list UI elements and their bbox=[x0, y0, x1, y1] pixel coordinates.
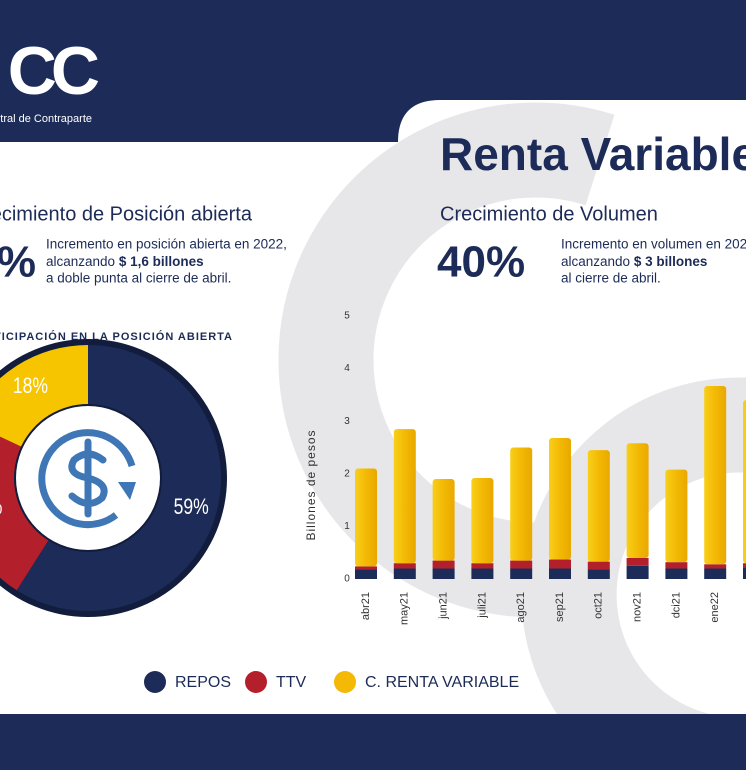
bar-segment bbox=[743, 400, 746, 564]
bar-segment bbox=[626, 443, 649, 558]
bar-segment bbox=[393, 563, 416, 569]
legend: REPOS TTV C. RENTA VARIABLE bbox=[144, 671, 519, 693]
legend-label: TTV bbox=[276, 674, 307, 691]
x-tick-label: dci21 bbox=[670, 592, 682, 618]
slice-label: 59% bbox=[174, 495, 209, 519]
legend-marker bbox=[334, 671, 356, 693]
x-tick-label: abr21 bbox=[360, 592, 372, 620]
bar-segment bbox=[626, 557, 649, 566]
right-desc-3: al cierre de abril. bbox=[561, 271, 661, 286]
bar-segment bbox=[393, 568, 416, 579]
bar-segment bbox=[549, 568, 571, 579]
donut-slice bbox=[0, 436, 49, 591]
bar-segment bbox=[471, 478, 494, 564]
x-tick-label: sep21 bbox=[554, 592, 566, 622]
bar-segment bbox=[587, 561, 610, 570]
bar-segment bbox=[355, 569, 377, 579]
header-band bbox=[0, 0, 746, 142]
left-big-number: % bbox=[0, 238, 36, 287]
legend-label: REPOS bbox=[175, 674, 231, 691]
bar-segment bbox=[704, 564, 727, 569]
x-tick-label: ene22 bbox=[709, 592, 721, 623]
footer-band bbox=[0, 714, 746, 770]
y-tick-label: 4 bbox=[344, 363, 350, 374]
bar-segment bbox=[393, 429, 416, 564]
legend-marker bbox=[245, 671, 267, 693]
x-tick-label: oct21 bbox=[593, 592, 605, 619]
logo: CC bbox=[8, 33, 99, 109]
y-tick-label: 2 bbox=[344, 468, 350, 479]
donut-slice bbox=[0, 345, 88, 447]
bar-segment bbox=[665, 562, 688, 569]
donut-slice bbox=[16, 345, 222, 611]
bar-segment bbox=[471, 568, 494, 579]
x-tick-label: jun21 bbox=[438, 592, 450, 620]
left-desc-1: Incremento en posición abierta en 2022, bbox=[46, 237, 287, 252]
left-desc-2: alcanzando $ 1,6 billones bbox=[46, 254, 204, 269]
bar-segment bbox=[704, 385, 727, 565]
bar-segment bbox=[510, 447, 533, 561]
bar-segment bbox=[471, 563, 494, 569]
x-tick-label: ago21 bbox=[515, 592, 527, 623]
right-desc-2: alcanzando $ 3 billones bbox=[561, 254, 707, 269]
bar-segment bbox=[432, 568, 455, 579]
page-title: Renta Variable bbox=[440, 128, 746, 180]
bar-segment bbox=[355, 468, 377, 567]
bar-segment bbox=[665, 568, 688, 579]
y-axis-label: Billones de pesos bbox=[304, 429, 318, 540]
bar-segment bbox=[510, 560, 533, 569]
bar-segment bbox=[626, 565, 649, 579]
bar-segment bbox=[587, 450, 610, 562]
y-tick-label: 0 bbox=[344, 574, 350, 585]
bar-segment bbox=[587, 569, 610, 579]
donut-chart: 59% 23% 18% bbox=[0, 339, 227, 617]
bar-segment bbox=[510, 568, 533, 579]
x-tick-label: juli21 bbox=[476, 592, 488, 619]
bar-segment bbox=[743, 563, 746, 568]
bar-segment bbox=[355, 566, 377, 570]
bar-segment bbox=[549, 438, 571, 560]
bar-segment bbox=[432, 479, 455, 561]
x-tick-label: nov21 bbox=[632, 592, 644, 622]
section-title: PARTICIPACIÓN EN LA POSICIÓN ABIERTA bbox=[0, 330, 233, 343]
left-desc-3: a doble punta al cierre de abril. bbox=[46, 271, 231, 286]
left-heading: Crecimiento de Posición abierta bbox=[0, 203, 253, 225]
slice-label: 18% bbox=[13, 374, 48, 398]
legend-label: C. RENTA VARIABLE bbox=[365, 674, 519, 691]
bar-segment bbox=[704, 568, 727, 579]
bar-chart: 0 1 2 3 4 5 Billones de pesos abr21 may21 jun21 ju… bbox=[304, 311, 746, 625]
icon-ring bbox=[38, 429, 136, 529]
x-tick-label: may21 bbox=[399, 592, 411, 625]
right-desc-1: Incremento en volumen en 2022, bbox=[561, 237, 746, 252]
bar-segment bbox=[549, 559, 571, 569]
y-tick-label: 1 bbox=[344, 521, 350, 532]
bar-segment bbox=[665, 469, 688, 563]
legend-marker bbox=[144, 671, 166, 693]
right-big-number: 40% bbox=[437, 238, 525, 287]
y-tick-label: 5 bbox=[344, 311, 350, 322]
y-tick-label: 3 bbox=[344, 416, 350, 427]
bar-segment bbox=[432, 560, 455, 569]
slice-label: 23% bbox=[0, 495, 2, 519]
icon-arrow bbox=[118, 482, 136, 500]
right-heading: Crecimiento de Volumen bbox=[440, 203, 658, 225]
icon-dollar bbox=[68, 438, 108, 518]
bar-segment bbox=[743, 567, 746, 579]
logo-caption: Central de Contraparte bbox=[0, 113, 92, 125]
